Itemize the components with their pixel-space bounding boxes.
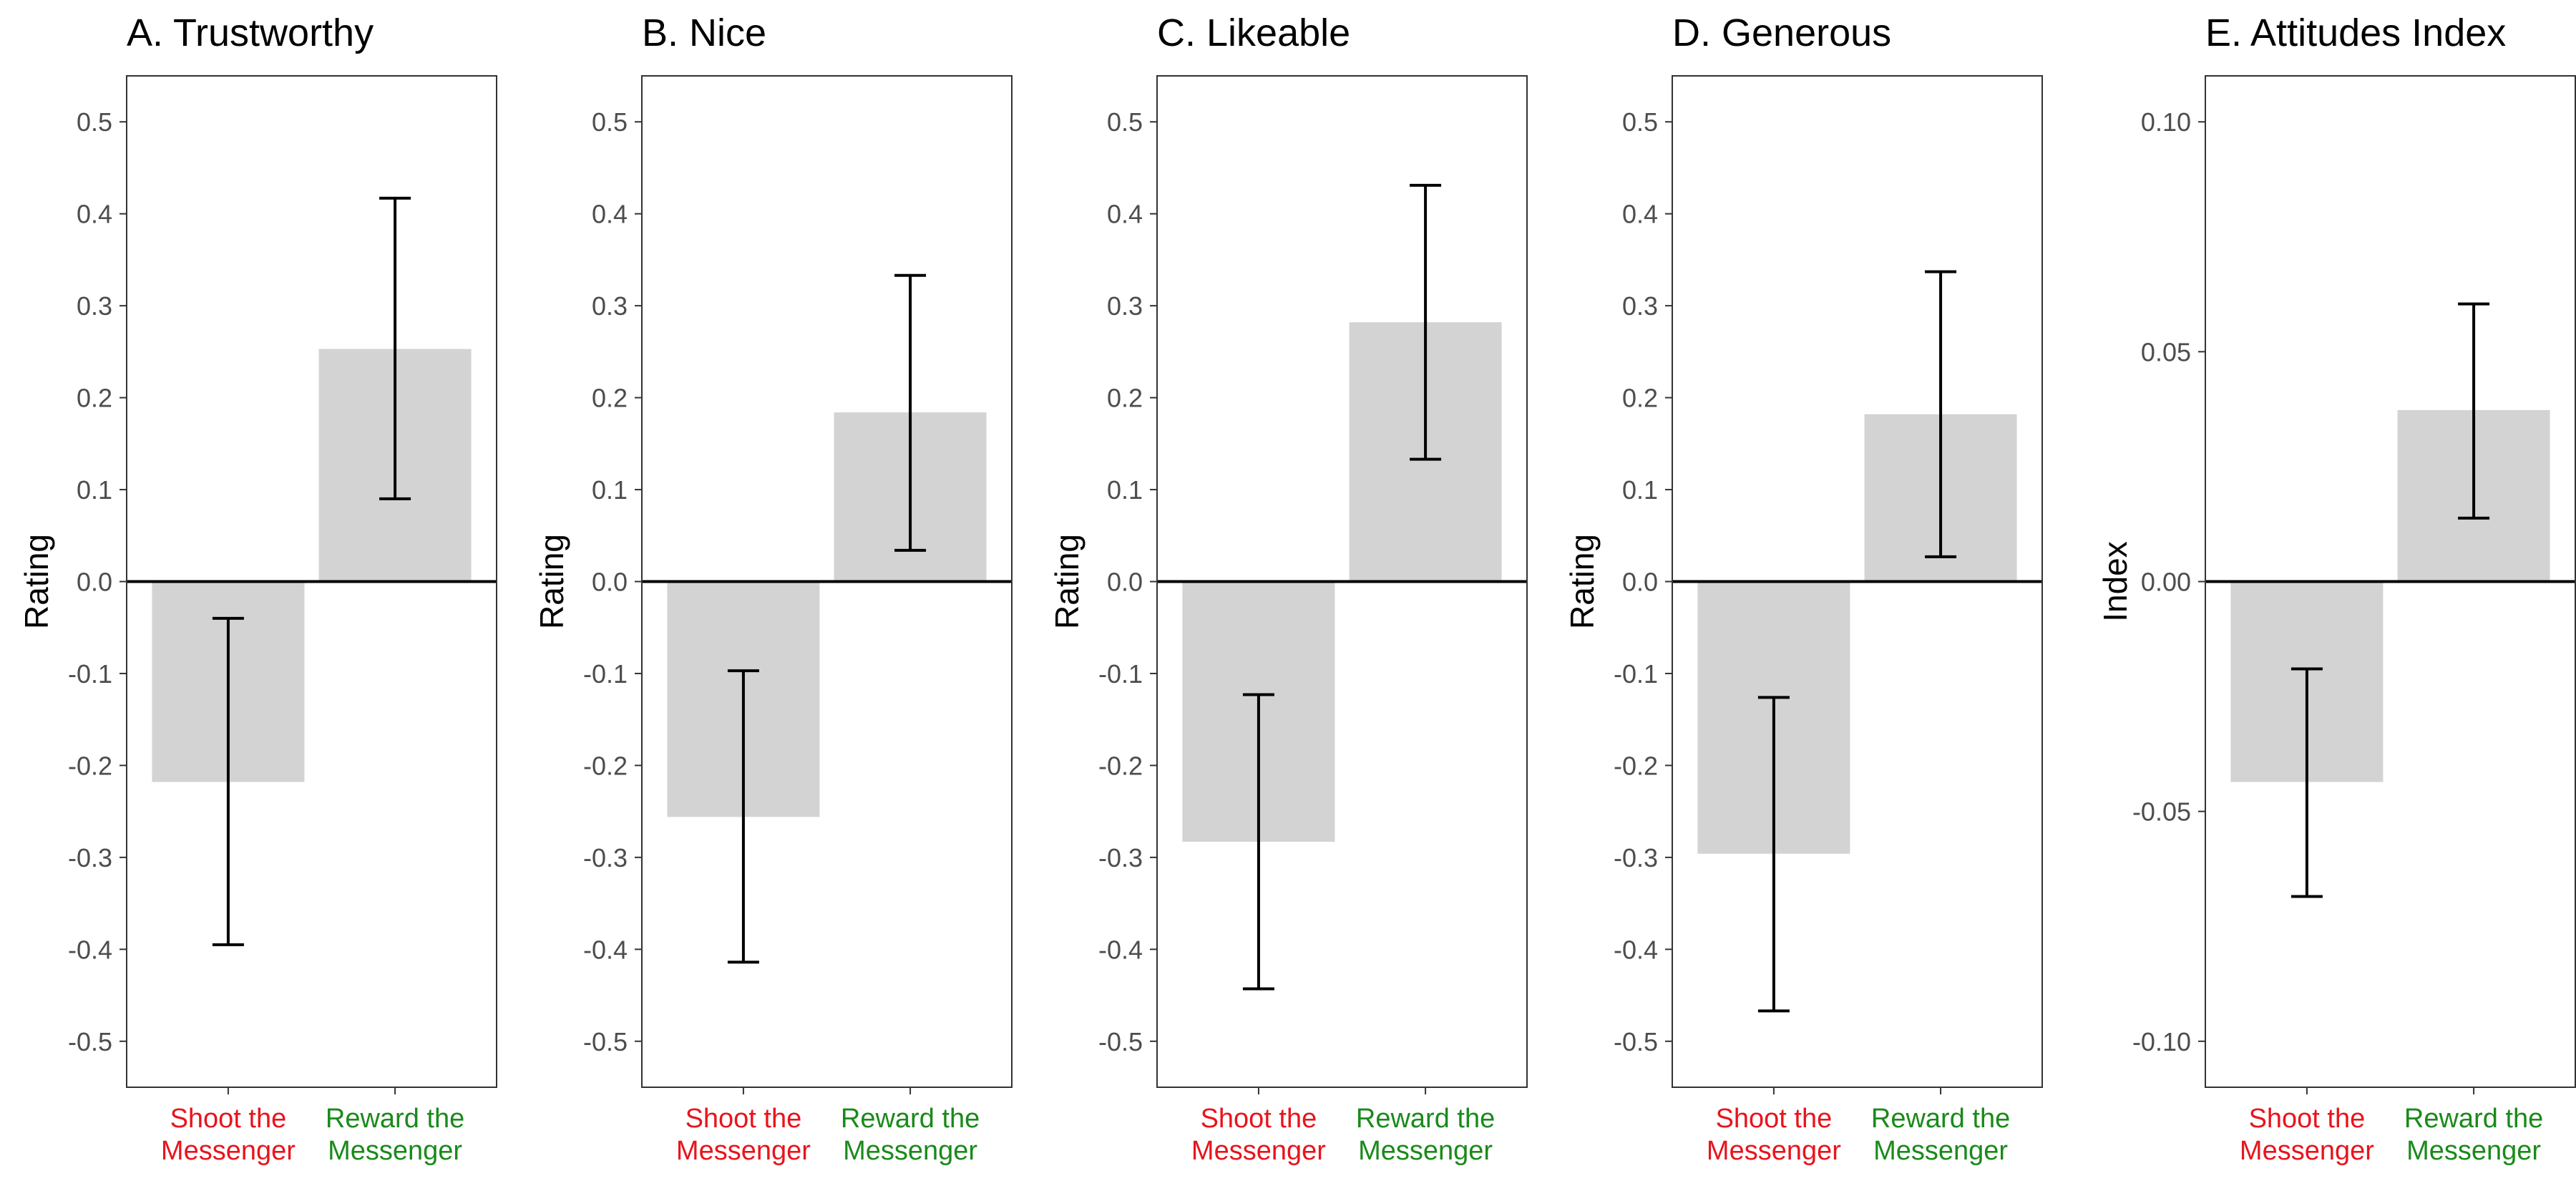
panel-frame — [641, 75, 1013, 1088]
panel-title: D. Generous — [1672, 11, 1891, 54]
panel-2: B. Nice Rating 0.5 0.4 0.3 0.2 0.1 0.0 -0.1 -0.2 -… — [533, 11, 1013, 1166]
panel-5: E. Attitudes Index Index 0.10 0.05 0.00 -0.05… — [2097, 11, 2576, 1166]
y-axis-label: Rating — [1563, 534, 1601, 629]
y-tick-label: 0.1 — [1107, 475, 1143, 505]
y-tick-label: -0.5 — [1614, 1027, 1658, 1056]
y-tick-label: 0.5 — [1107, 107, 1143, 137]
x-tick-label: Messenger — [676, 1136, 811, 1166]
y-tick-label: -0.1 — [1614, 659, 1658, 689]
y-tick-label: 0.10 — [2141, 107, 2191, 137]
y-tick-label: 0.2 — [592, 384, 628, 413]
y-tick-label: -0.10 — [2132, 1027, 2191, 1056]
y-tick-label: -0.5 — [583, 1027, 628, 1056]
y-tick-label: 0.3 — [1622, 291, 1658, 321]
x-tick-label: Messenger — [2240, 1136, 2374, 1166]
y-tick-label: -0.4 — [1614, 935, 1658, 964]
y-tick-label: -0.2 — [1614, 751, 1658, 780]
panel-frame — [126, 75, 497, 1088]
x-tick-label: Shoot the — [1201, 1104, 1317, 1134]
y-tick-label: 0.0 — [1622, 568, 1658, 597]
y-tick-label: 0.1 — [77, 475, 112, 505]
y-tick-label: 0.4 — [592, 200, 628, 229]
y-tick-label: -0.5 — [68, 1027, 112, 1056]
y-tick-label: -0.2 — [68, 751, 112, 780]
y-axis-label: Index — [2097, 541, 2134, 622]
x-tick-label: Messenger — [161, 1136, 296, 1166]
panel-title: A. Trustworthy — [127, 11, 374, 54]
x-tick-label: Messenger — [843, 1136, 977, 1166]
y-tick-label: -0.4 — [1098, 935, 1143, 964]
x-tick-label: Reward the — [841, 1104, 980, 1134]
x-tick-label: Reward the — [2404, 1104, 2543, 1134]
panel-frame — [1672, 75, 2043, 1088]
y-tick-label: -0.5 — [1098, 1027, 1143, 1056]
y-axis-label: Rating — [18, 534, 55, 629]
x-tick-label: Messenger — [1358, 1136, 1493, 1166]
x-tick-label: Shoot the — [1716, 1104, 1833, 1134]
x-tick-label: Messenger — [1191, 1136, 1326, 1166]
y-tick-label: -0.3 — [1614, 843, 1658, 873]
y-tick-label: -0.2 — [1098, 751, 1143, 780]
panel-3: C. Likeable Rating 0.5 0.4 0.3 0.2 0.1 0.0 -0.1 -… — [1048, 11, 1528, 1166]
y-tick-label: 0.05 — [2141, 337, 2191, 366]
x-tick-label: Reward the — [1871, 1104, 2010, 1134]
y-tick-label: -0.1 — [583, 659, 628, 689]
panel-1: A. Trustworthy Rating 0.5 0.4 0.3 0.2 0.1 0.0 -0… — [18, 11, 497, 1166]
panel-frame — [2205, 75, 2576, 1088]
y-tick-label: 0.5 — [1622, 107, 1658, 137]
y-axis-label: Rating — [1048, 534, 1085, 629]
y-tick-label: 0.4 — [1622, 200, 1658, 229]
x-tick-label: Shoot the — [2249, 1104, 2366, 1134]
panel-frame — [1156, 75, 1528, 1088]
y-tick-label: -0.05 — [2132, 797, 2191, 827]
y-tick-label: 0.1 — [592, 475, 628, 505]
y-tick-label: -0.1 — [68, 659, 112, 689]
y-tick-label: -0.3 — [1098, 843, 1143, 873]
y-tick-label: -0.1 — [1098, 659, 1143, 689]
y-tick-label: 0.00 — [2141, 568, 2191, 597]
panel-title: E. Attitudes Index — [2205, 11, 2506, 54]
y-tick-label: 0.0 — [77, 568, 112, 597]
x-tick-label: Shoot the — [170, 1104, 287, 1134]
x-tick-label: Reward the — [1356, 1104, 1495, 1134]
y-tick-label: 0.2 — [1622, 384, 1658, 413]
x-tick-label: Messenger — [328, 1136, 462, 1166]
y-tick-label: 0.3 — [1107, 291, 1143, 321]
x-tick-label: Messenger — [2406, 1136, 2541, 1166]
y-tick-label: -0.4 — [583, 935, 628, 964]
y-tick-label: -0.2 — [583, 751, 628, 780]
x-tick-label: Shoot the — [686, 1104, 802, 1134]
y-tick-label: -0.3 — [68, 843, 112, 873]
y-tick-label: -0.3 — [583, 843, 628, 873]
x-tick-label: Messenger — [1873, 1136, 2008, 1166]
y-tick-label: -0.4 — [68, 935, 112, 964]
y-tick-label: 0.1 — [1622, 475, 1658, 505]
y-tick-label: 0.0 — [1107, 568, 1143, 597]
y-tick-label: 0.4 — [77, 200, 112, 229]
y-tick-label: 0.2 — [1107, 384, 1143, 413]
panel-title: C. Likeable — [1157, 11, 1350, 54]
y-tick-label: 0.2 — [77, 384, 112, 413]
y-tick-label: 0.5 — [77, 107, 112, 137]
x-tick-label: Reward the — [326, 1104, 464, 1134]
panel-4: D. Generous Rating 0.5 0.4 0.3 0.2 0.1 0.0 -0.1 -… — [1563, 11, 2043, 1166]
y-tick-label: 0.3 — [592, 291, 628, 321]
y-axis-label: Rating — [533, 534, 570, 629]
panel-title: B. Nice — [642, 11, 766, 54]
y-tick-label: 0.0 — [592, 568, 628, 597]
y-tick-label: 0.3 — [77, 291, 112, 321]
y-tick-label: 0.4 — [1107, 200, 1143, 229]
x-tick-label: Messenger — [1707, 1136, 1841, 1166]
y-tick-label: 0.5 — [592, 107, 628, 137]
